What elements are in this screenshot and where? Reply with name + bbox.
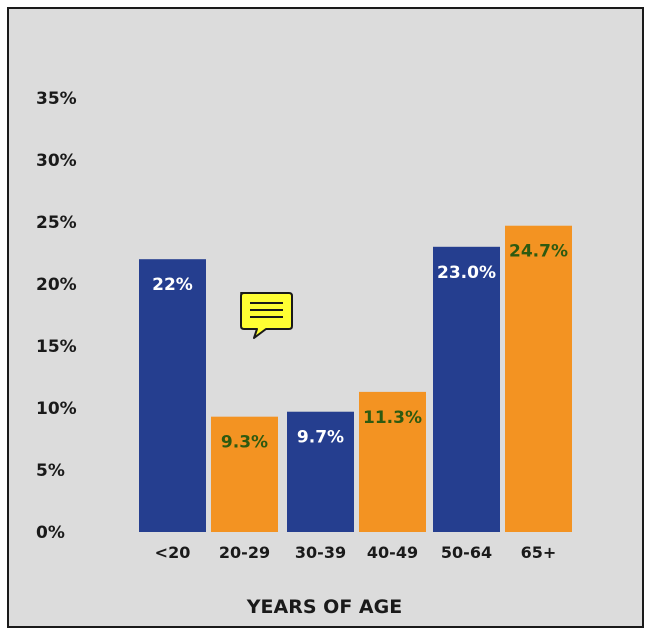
data-label: 9.3% — [221, 433, 268, 453]
y-tick-label: 0% — [36, 523, 65, 543]
bar-20-29 — [211, 416, 278, 532]
y-tick-label: 35% — [36, 89, 77, 109]
x-tick-label: <20 — [155, 543, 191, 562]
y-tick-label: 30% — [36, 151, 77, 171]
x-tick-label: 65+ — [521, 543, 557, 562]
bar-40-49 — [359, 391, 426, 532]
data-label: 9.7% — [297, 428, 344, 448]
bar-65+ — [505, 225, 572, 532]
y-tick-label: 10% — [36, 399, 77, 419]
bar-<20 — [139, 259, 206, 532]
y-tick-label: 15% — [36, 337, 77, 357]
data-label: 11.3% — [363, 408, 422, 428]
y-tick-label: 25% — [36, 213, 77, 233]
bar-30-39 — [287, 411, 354, 532]
x-axis-title: YEARS OF AGE — [246, 596, 403, 618]
data-label: 24.7% — [509, 242, 568, 262]
x-tick-label: 20-29 — [219, 543, 270, 562]
y-tick-label: 5% — [36, 461, 65, 481]
comment-icon[interactable] — [238, 290, 294, 340]
x-tick-label: 50-64 — [441, 543, 492, 562]
data-label: 22% — [152, 275, 193, 295]
x-tick-label: 30-39 — [295, 543, 346, 562]
data-label: 23.0% — [437, 263, 496, 283]
y-tick-label: 20% — [36, 275, 77, 295]
x-tick-label: 40-49 — [367, 543, 418, 562]
bar-50-64 — [433, 246, 500, 533]
